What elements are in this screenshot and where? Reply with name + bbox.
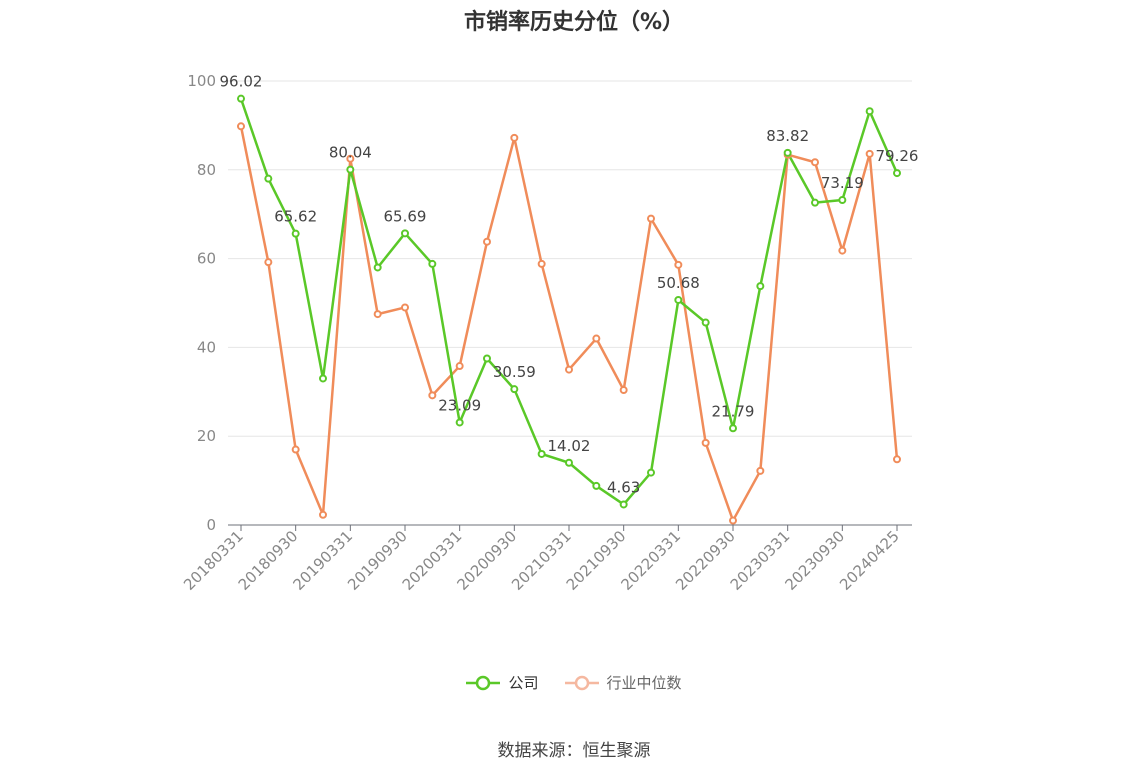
data-point-industry-median [647,214,655,223]
data-point-industry-median [237,122,245,131]
data-point-industry-median [701,438,710,447]
data-point-company [291,229,300,238]
data-point-company [674,295,683,304]
data-point-company [565,458,573,467]
data-point-industry-median [401,303,409,312]
data-point-company [893,169,901,178]
data-point-industry-median [729,516,737,525]
data-label: 65.62 [274,208,317,226]
legend-marker-industry-median-icon [564,675,599,690]
data-point-industry-median [565,365,573,374]
data-point-company [510,385,519,394]
data-point-industry-median [811,158,819,167]
y-tick-label: 40 [197,338,216,356]
data-point-company [483,354,491,363]
data-labels: 96.02 65.62 80.04 65.69 23.09 30.59 14.02 4.63 5… [220,73,919,497]
data-point-industry-median [483,237,491,246]
legend-item-company[interactable]: 公司 [466,672,539,693]
data-point-company [346,165,355,174]
legend: 公司 行业中位数 [0,672,1148,693]
y-tick-label: 60 [197,250,216,268]
legend-label-company: 公司 [508,674,539,692]
data-label: 83.82 [766,127,809,145]
axes: 0204060801002018033120180930201903312019… [180,72,912,594]
data-label: 96.02 [220,73,263,91]
data-label: 80.04 [329,144,372,162]
y-tick-label: 0 [206,516,216,534]
data-point-industry-median [592,334,601,343]
data-point-company [756,282,765,291]
y-tick-label: 80 [197,161,216,179]
data-point-company [373,263,382,272]
legend-marker-company-icon [466,675,501,690]
data-point-company [401,229,409,238]
data-point-company [537,449,546,458]
data-label: 73.19 [821,174,864,192]
data-points [237,94,901,525]
data-point-industry-median [865,149,874,158]
data-point-industry-median [674,260,683,269]
data-point-company [647,468,655,477]
data-point-industry-median [319,510,327,519]
data-label: 30.59 [493,363,536,381]
data-point-company [783,148,792,157]
data-label: 23.09 [438,396,481,414]
data-point-industry-median [373,310,382,319]
data-point-industry-median [264,258,273,267]
data-point-company [865,107,874,116]
data-label: 4.63 [607,478,640,496]
data-point-industry-median [346,154,355,163]
data-point-industry-median [455,362,464,371]
data-point-company [428,259,437,268]
data-label: 79.26 [876,147,919,165]
data-label: 65.69 [384,207,427,225]
data-point-industry-median [893,455,901,464]
data-source-note: 数据来源：恒生聚源 [497,741,651,761]
data-point-company [811,198,819,207]
data-point-company [701,318,710,327]
y-tick-label: 20 [197,427,216,445]
data-point-industry-median [510,133,519,142]
data-point-industry-median [291,445,300,454]
data-point-company [619,500,628,509]
data-point-company [729,424,737,433]
data-point-industry-median [838,246,847,255]
x-tick-label: 20240425 [836,527,903,594]
legend-item-industry-median[interactable]: 行业中位数 [564,672,682,693]
data-point-industry-median [428,391,437,400]
data-point-industry-median [756,466,765,475]
data-point-industry-median [537,259,546,268]
chart-title: 市销率历史分位（%） [463,10,685,35]
data-point-company [838,196,847,205]
series-lines [239,98,899,522]
data-label: 50.68 [657,274,700,292]
legend-label-industry-median: 行业中位数 [606,674,682,692]
data-point-company [455,418,464,427]
data-point-company [592,481,601,490]
data-point-company [319,374,327,383]
data-point-company [264,174,273,183]
data-label: 14.02 [548,437,591,455]
data-point-industry-median [619,386,628,395]
y-tick-label: 100 [187,72,216,90]
gridlines [228,80,912,437]
data-label: 21.79 [712,402,755,420]
data-point-company [237,94,245,103]
